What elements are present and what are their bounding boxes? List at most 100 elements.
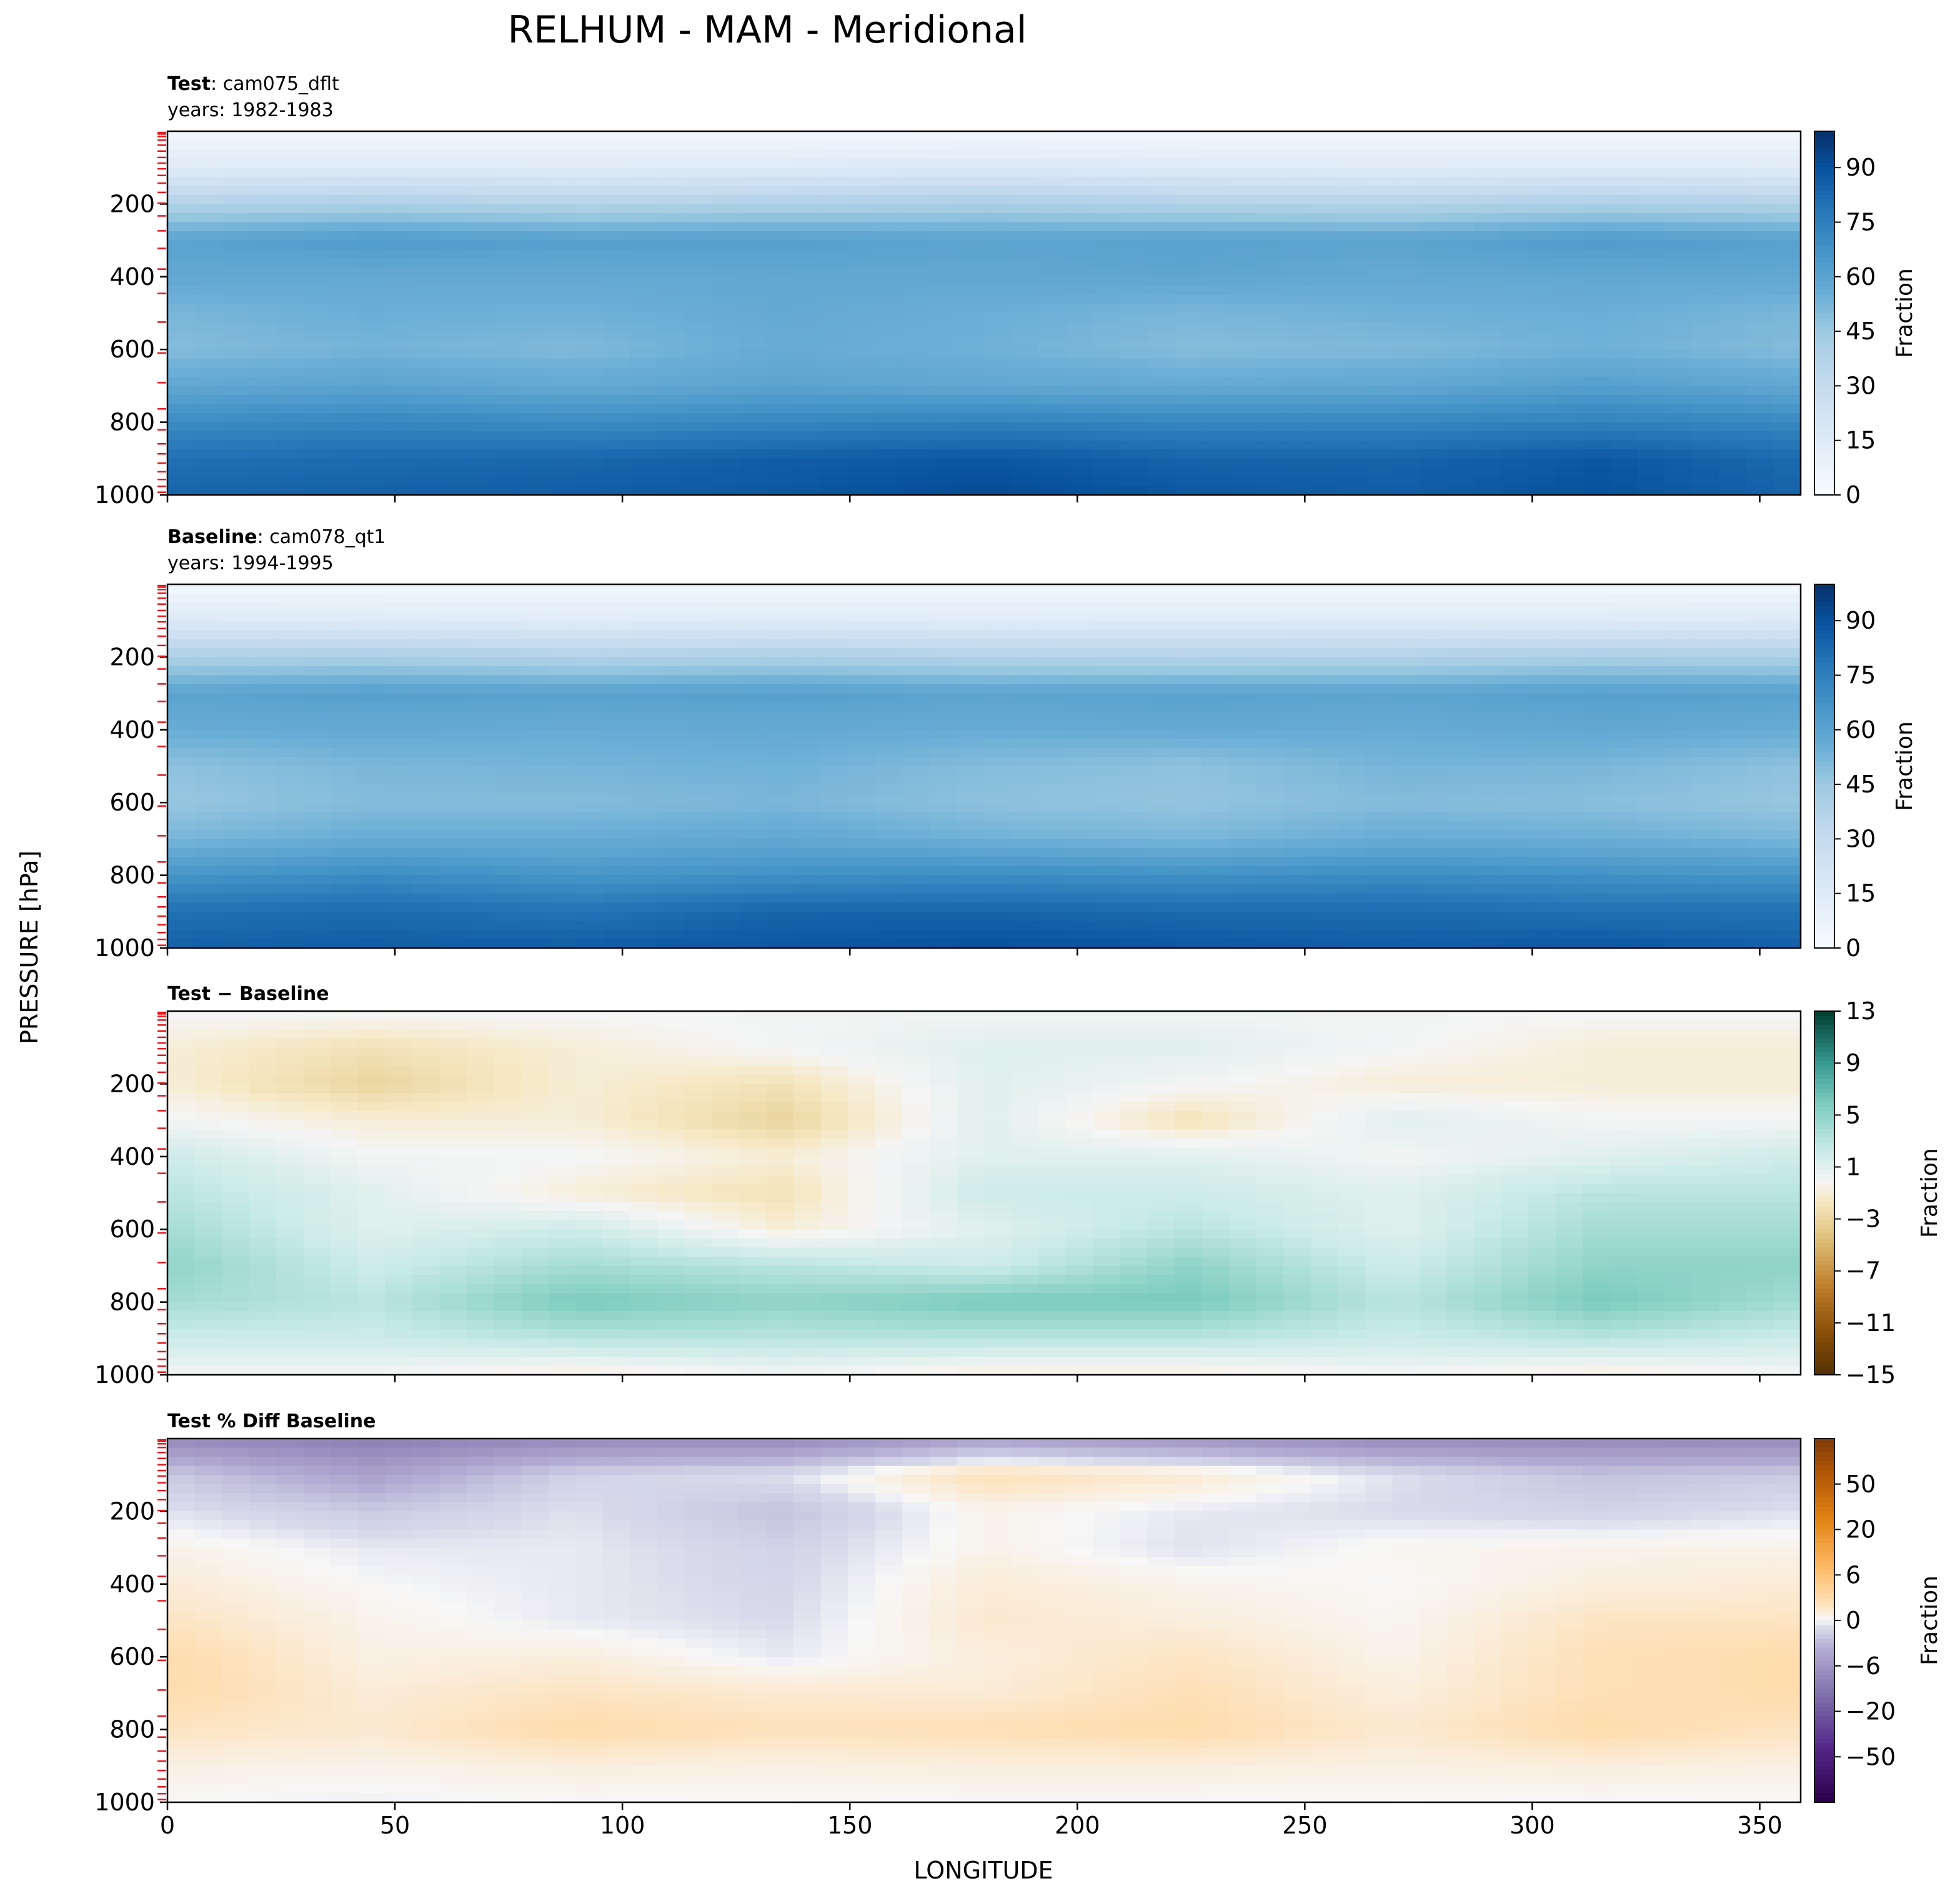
field-cell xyxy=(739,413,767,423)
field-cell xyxy=(1174,322,1203,332)
field-cell xyxy=(194,294,222,305)
field-cell xyxy=(1746,939,1774,948)
field-cell xyxy=(357,286,386,296)
axes-frame-baseline xyxy=(166,583,1802,949)
field-cell xyxy=(167,458,196,468)
field-cell xyxy=(1691,602,1719,612)
field-cell xyxy=(1664,793,1693,803)
field-cell xyxy=(1283,367,1311,377)
field-cell xyxy=(1664,693,1693,703)
field-cell xyxy=(1174,349,1203,359)
field-cell xyxy=(603,902,631,912)
field-cell xyxy=(357,911,386,921)
field-cell xyxy=(1310,939,1338,948)
field-cell xyxy=(684,602,712,612)
field-cell xyxy=(249,921,277,931)
field-cell xyxy=(1664,611,1693,621)
field-cell xyxy=(1555,413,1584,423)
field-cell xyxy=(194,766,222,776)
colorbar-step xyxy=(1814,317,1834,323)
field-cell xyxy=(1011,747,1039,758)
field-cell xyxy=(1147,204,1175,214)
field-cell xyxy=(657,675,685,685)
field-cell xyxy=(1610,440,1638,450)
field-cell xyxy=(1555,647,1584,657)
field-cell xyxy=(1474,766,1502,776)
field-cell xyxy=(1528,729,1556,739)
field-cell xyxy=(739,621,767,631)
field-cell xyxy=(1637,875,1665,885)
field-cell xyxy=(1773,276,1801,286)
field-cell xyxy=(467,639,495,649)
field-cell xyxy=(820,702,848,712)
field-cell xyxy=(1338,629,1366,639)
field-cell xyxy=(1773,702,1801,712)
field-cell xyxy=(1147,413,1175,423)
field-cell xyxy=(684,711,712,721)
field-cell xyxy=(929,793,958,803)
field-cell xyxy=(1310,249,1338,259)
field-cell xyxy=(412,349,440,359)
field-cell xyxy=(276,866,304,876)
field-cell xyxy=(467,486,495,495)
field-cell xyxy=(249,422,277,432)
field-cell xyxy=(957,857,985,867)
field-cell xyxy=(1120,939,1148,948)
field-cell xyxy=(1283,231,1311,241)
field-cell xyxy=(249,602,277,612)
field-cell xyxy=(303,394,331,405)
field-cell xyxy=(412,186,440,196)
field-cell xyxy=(1637,267,1665,277)
field-cell xyxy=(1637,784,1665,794)
field-cell xyxy=(1093,784,1121,794)
field-cell xyxy=(439,404,467,414)
field-cell xyxy=(1664,367,1693,377)
field-cell xyxy=(1583,839,1611,849)
field-cell xyxy=(1120,893,1148,903)
field-cell xyxy=(249,611,277,621)
field-cell xyxy=(1201,212,1230,223)
field-cell xyxy=(385,458,413,468)
field-cell xyxy=(739,811,767,821)
field-cell xyxy=(657,784,685,794)
field-cell xyxy=(984,440,1012,450)
colorbar-step xyxy=(1814,372,1834,377)
field-cell xyxy=(1610,167,1638,177)
field-cell xyxy=(684,331,712,341)
field-cell xyxy=(603,286,631,296)
field-cell xyxy=(929,721,958,731)
field-cell xyxy=(603,629,631,639)
field-cell xyxy=(1120,793,1148,803)
field-cell xyxy=(1583,766,1611,776)
field-cell xyxy=(684,702,712,712)
field-cell xyxy=(848,194,876,204)
field-cell xyxy=(1310,829,1338,839)
field-cell xyxy=(1420,222,1448,232)
field-cell xyxy=(1501,629,1529,639)
colorbar-step xyxy=(1814,313,1834,318)
field-cell xyxy=(1474,657,1502,667)
field-cell xyxy=(957,322,985,332)
field-cell xyxy=(1365,376,1393,386)
field-cell xyxy=(766,167,794,177)
field-cell xyxy=(1283,294,1311,305)
field-cell xyxy=(548,911,577,921)
field-cell xyxy=(1392,440,1420,450)
field-cell xyxy=(357,766,386,776)
field-cell xyxy=(1501,702,1529,712)
field-cell xyxy=(1229,902,1257,912)
field-cell xyxy=(684,721,712,731)
field-cell xyxy=(848,158,876,168)
field-cell xyxy=(1691,939,1719,948)
field-cell xyxy=(1583,621,1611,631)
field-cell xyxy=(793,376,822,386)
field-cell xyxy=(385,258,413,268)
field-cell xyxy=(766,276,794,286)
field-cell xyxy=(902,158,930,168)
field-cell xyxy=(1065,222,1093,232)
field-cell xyxy=(1746,194,1774,204)
field-cell xyxy=(739,276,767,286)
field-cell xyxy=(1555,394,1584,405)
field-cell xyxy=(957,267,985,277)
field-cell xyxy=(548,939,577,948)
